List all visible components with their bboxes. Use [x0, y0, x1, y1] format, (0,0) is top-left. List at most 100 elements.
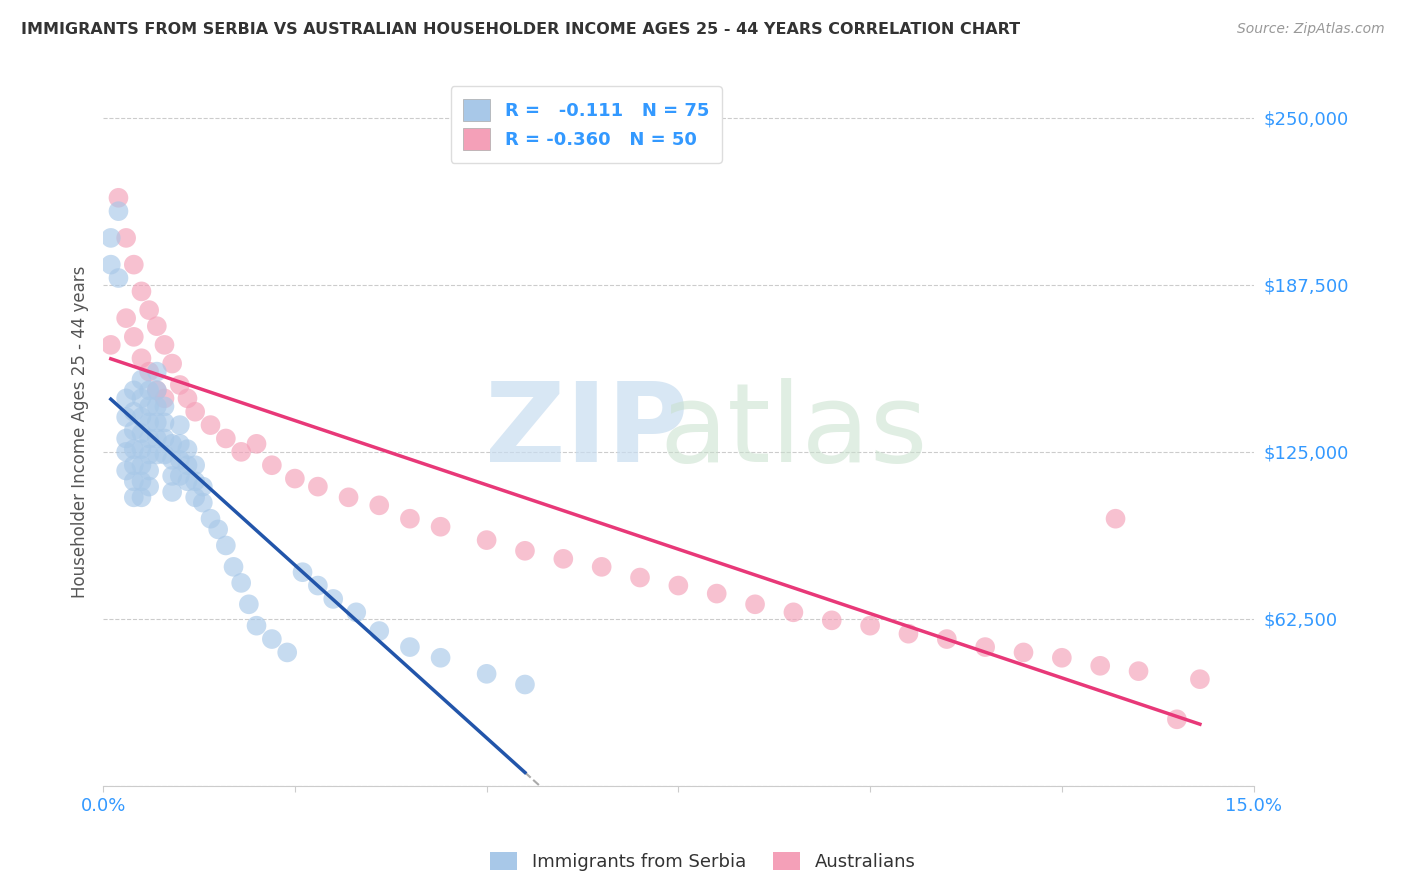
Point: [169, 437, 191, 451]
Point: [974, 640, 997, 654]
Point: [399, 512, 422, 526]
Point: [138, 464, 160, 478]
Point: [200, 418, 222, 433]
Point: [138, 448, 160, 462]
Text: IMMIGRANTS FROM SERBIA VS AUSTRALIAN HOUSEHOLDER INCOME AGES 25 - 44 YEARS CORRE: IMMIGRANTS FROM SERBIA VS AUSTRALIAN HOU…: [21, 22, 1021, 37]
Text: atlas: atlas: [659, 378, 928, 485]
Point: [131, 442, 153, 457]
Point: [322, 591, 344, 606]
Point: [666, 578, 689, 592]
Point: [160, 437, 183, 451]
Point: [146, 384, 169, 398]
Point: [153, 392, 176, 406]
Point: [146, 365, 169, 379]
Point: [160, 357, 183, 371]
Point: [231, 445, 253, 459]
Point: [1128, 664, 1150, 678]
Point: [231, 575, 253, 590]
Point: [215, 432, 238, 446]
Point: [207, 523, 229, 537]
Point: [160, 485, 183, 500]
Point: [122, 458, 145, 473]
Point: [368, 499, 391, 513]
Point: [122, 475, 145, 489]
Point: [107, 271, 129, 285]
Point: [935, 632, 957, 646]
Legend: Immigrants from Serbia, Australians: Immigrants from Serbia, Australians: [484, 845, 922, 879]
Point: [146, 416, 169, 430]
Point: [153, 400, 176, 414]
Point: [169, 469, 191, 483]
Point: [122, 258, 145, 272]
Point: [115, 432, 138, 446]
Point: [184, 475, 207, 489]
Point: [429, 520, 451, 534]
Point: [1090, 658, 1112, 673]
Point: [184, 491, 207, 505]
Point: [107, 204, 129, 219]
Point: [115, 392, 138, 406]
Point: [191, 480, 214, 494]
Point: [1188, 672, 1211, 686]
Point: [897, 626, 920, 640]
Point: [138, 400, 160, 414]
Point: [131, 491, 153, 505]
Point: [131, 475, 153, 489]
Point: [122, 384, 145, 398]
Point: [245, 437, 267, 451]
Point: [153, 338, 176, 352]
Point: [146, 384, 169, 398]
Point: [122, 330, 145, 344]
Point: [153, 416, 176, 430]
Point: [122, 405, 145, 419]
Point: [176, 442, 198, 457]
Point: [744, 597, 766, 611]
Point: [222, 559, 245, 574]
Point: [513, 543, 536, 558]
Point: [184, 458, 207, 473]
Point: [146, 448, 169, 462]
Point: [284, 472, 307, 486]
Point: [169, 378, 191, 392]
Point: [553, 551, 575, 566]
Point: [100, 231, 122, 245]
Point: [160, 453, 183, 467]
Point: [131, 373, 153, 387]
Point: [115, 231, 138, 245]
Point: [591, 559, 613, 574]
Point: [115, 410, 138, 425]
Point: [307, 480, 329, 494]
Text: ZIP: ZIP: [485, 378, 688, 485]
Point: [131, 410, 153, 425]
Point: [176, 475, 198, 489]
Y-axis label: Householder Income Ages 25 - 44 years: Householder Income Ages 25 - 44 years: [72, 266, 89, 598]
Point: [706, 586, 728, 600]
Point: [153, 448, 176, 462]
Point: [260, 458, 283, 473]
Point: [169, 418, 191, 433]
Point: [153, 432, 176, 446]
Point: [238, 597, 260, 611]
Point: [1166, 712, 1188, 726]
Point: [122, 491, 145, 505]
Point: [307, 578, 329, 592]
Point: [176, 392, 198, 406]
Point: [138, 480, 160, 494]
Point: [138, 365, 160, 379]
Point: [1012, 645, 1035, 659]
Point: [138, 416, 160, 430]
Point: [131, 351, 153, 366]
Point: [138, 432, 160, 446]
Point: [131, 458, 153, 473]
Point: [429, 650, 451, 665]
Point: [782, 605, 804, 619]
Point: [100, 258, 122, 272]
Point: [191, 496, 214, 510]
Point: [146, 400, 169, 414]
Point: [122, 442, 145, 457]
Point: [115, 445, 138, 459]
Point: [107, 191, 129, 205]
Point: [146, 432, 169, 446]
Point: [122, 424, 145, 438]
Point: [184, 405, 207, 419]
